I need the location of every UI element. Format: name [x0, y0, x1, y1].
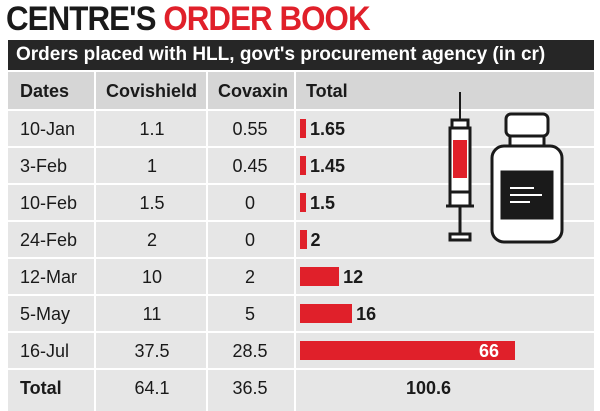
covaxin-cell: 5 [244, 304, 256, 324]
row-divider [8, 109, 594, 111]
covaxin-cell: 0.55 [232, 119, 268, 139]
total-row-label: Total [20, 378, 62, 398]
row-divider [8, 294, 594, 296]
total-bar [300, 193, 306, 212]
date-cell: 5-May [20, 304, 71, 324]
covaxin-cell: 0.45 [232, 156, 268, 176]
total-bar [300, 156, 306, 175]
column-header-total: Total [306, 81, 348, 101]
row-divider [8, 257, 594, 259]
total-value-label: 16 [356, 304, 377, 324]
total-value-label: 1.65 [310, 119, 346, 139]
total-value-label: 2 [310, 230, 321, 250]
total-bar [300, 230, 307, 249]
covishield-cell: 1.1 [139, 119, 165, 139]
headline-part-1: CENTRE'S [6, 0, 156, 38]
date-cell: 10-Jan [20, 119, 76, 139]
covishield-cell: 37.5 [134, 341, 170, 361]
covishield-cell: 11 [142, 304, 162, 324]
covaxin-cell: 0 [244, 193, 256, 213]
column-header-covishield: Covishield [106, 81, 198, 101]
column-header-covaxin: Covaxin [218, 81, 289, 101]
date-cell: 16-Jul [20, 341, 70, 361]
date-cell: 12-Mar [20, 267, 78, 287]
headline-part-2: ORDER BOOK [163, 0, 370, 38]
total-value-label: 1.45 [310, 156, 346, 176]
covaxin-cell: 28.5 [232, 341, 268, 361]
syringe-icon [446, 92, 474, 242]
column-divider [294, 72, 296, 411]
total-bar [300, 341, 515, 360]
total-value-label: 66 [479, 341, 500, 361]
column-header-dates: Dates [20, 81, 70, 101]
row-divider [8, 220, 594, 222]
covishield-cell: 10 [141, 267, 163, 287]
covaxin-cell: 0 [244, 230, 256, 250]
date-cell: 10-Feb [20, 193, 78, 213]
total-bar [300, 304, 353, 323]
total-covaxin-cell: 36.5 [232, 378, 268, 398]
row-divider [8, 331, 594, 333]
covishield-cell: 1.5 [139, 193, 165, 213]
date-cell: 24-Feb [20, 230, 78, 250]
order-table: Dates Covishield Covaxin Total 10-Jan 1.1… [8, 72, 594, 411]
row-divider [8, 146, 594, 148]
row-divider [8, 183, 594, 185]
covishield-cell: 2 [146, 230, 158, 250]
column-divider [94, 72, 96, 411]
row-divider [8, 368, 594, 370]
column-divider [206, 72, 208, 411]
total-covishield-cell: 64.1 [134, 378, 170, 398]
total-bar [300, 267, 340, 286]
total-value-label: 12 [343, 267, 364, 287]
headline: CENTRE'S ORDER BOOK [6, 0, 371, 38]
total-bar [300, 119, 306, 138]
table-header-row: Dates Covishield Covaxin Total [8, 72, 594, 110]
vaccine-illustration [446, 92, 564, 244]
date-cell: 3-Feb [20, 156, 68, 176]
subtitle-banner: Orders placed with HLL, govt's procureme… [8, 40, 594, 70]
vial-icon [490, 112, 564, 244]
total-value-label: 1.5 [310, 193, 336, 213]
grand-total-cell: 100.6 [406, 378, 452, 398]
covishield-cell: 1 [146, 156, 158, 176]
covaxin-cell: 2 [244, 267, 256, 287]
